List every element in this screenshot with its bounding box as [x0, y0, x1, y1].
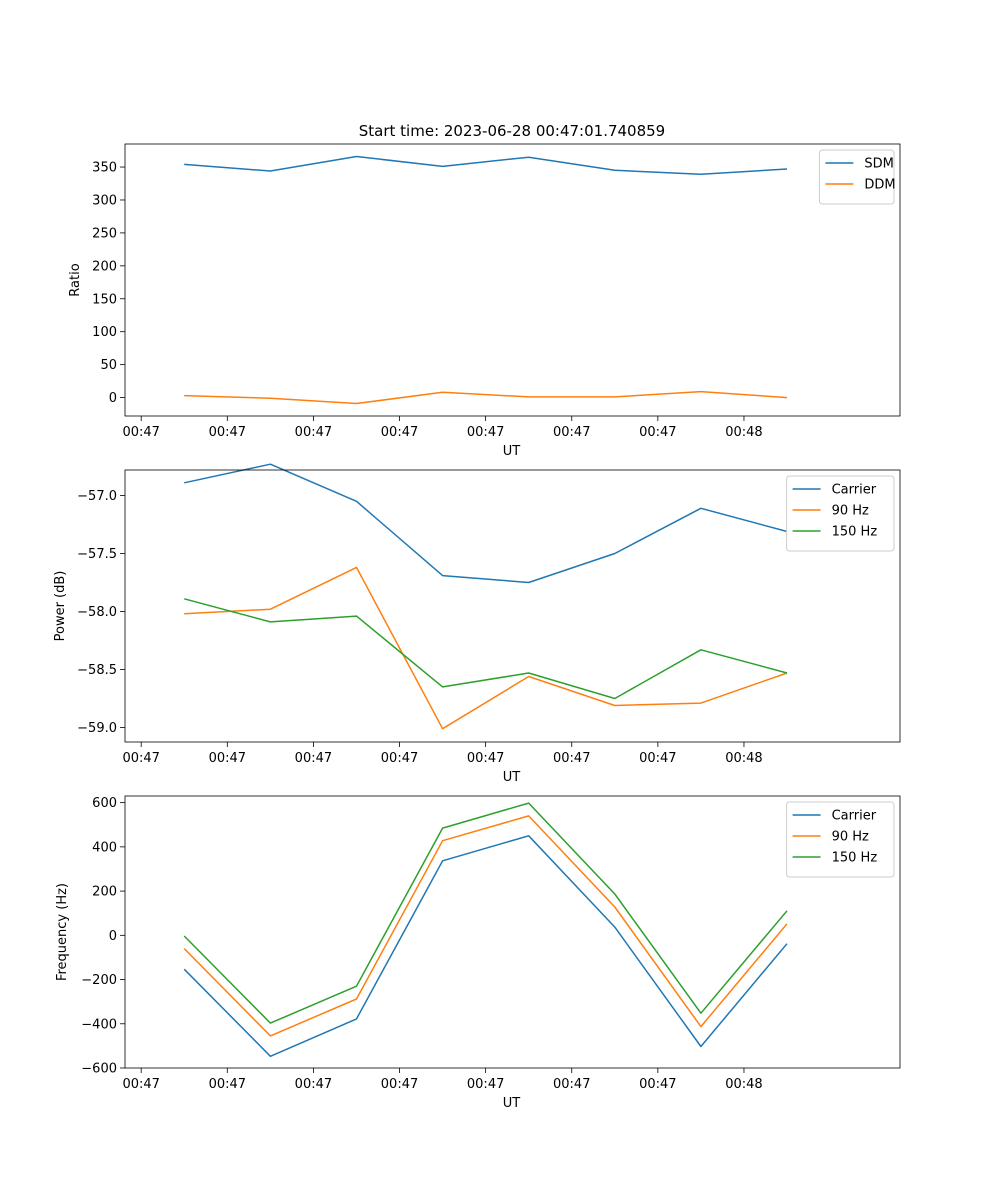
x-tick-label: 00:47 — [209, 425, 246, 440]
legend: Carrier 90 Hz 150 Hz — [786, 801, 895, 878]
series-line-150-hz — [183, 802, 788, 1024]
y-tick-label: −200 — [81, 973, 117, 988]
x-tick-label: 00:47 — [209, 1077, 246, 1092]
x-tick-label: 00:47 — [381, 425, 418, 440]
y-tick-label: 0 — [109, 391, 117, 406]
series-line-carrier — [183, 835, 788, 1058]
legend-label: 90 Hz — [832, 504, 869, 519]
x-tick-label: 00:47 — [553, 751, 590, 766]
y-tick-label: 400 — [92, 840, 117, 855]
x-axis-label: UT — [503, 770, 521, 785]
x-tick-label: 00:47 — [639, 1077, 676, 1092]
y-tick-label: 600 — [92, 796, 117, 811]
y-tick-label: 100 — [92, 325, 117, 340]
x-tick-label: 00:48 — [725, 751, 762, 766]
x-tick-label: 00:47 — [553, 425, 590, 440]
y-tick-label: 150 — [92, 292, 117, 307]
y-axis-label: Frequency (Hz) — [55, 883, 70, 981]
series-line-90-hz — [184, 566, 788, 730]
y-tick-label: 250 — [92, 226, 117, 241]
x-tick-label: 00:47 — [381, 1077, 418, 1092]
x-tick-label: 00:47 — [122, 751, 159, 766]
x-tick-label: 00:47 — [467, 1077, 504, 1092]
x-tick-label: 00:47 — [295, 751, 332, 766]
legend-label: SDM — [864, 157, 893, 172]
x-tick-label: 00:47 — [209, 751, 246, 766]
x-tick-label: 00:47 — [639, 751, 676, 766]
y-tick-label: 200 — [92, 885, 117, 900]
y-tick-label: 0 — [109, 929, 117, 944]
series-line-150-hz — [184, 598, 788, 700]
series-line-ddm — [184, 390, 788, 405]
y-tick-label: 300 — [92, 193, 117, 208]
series-line-sdm — [184, 155, 788, 176]
legend-box — [786, 475, 895, 552]
x-tick-label: 00:48 — [725, 425, 762, 440]
y-tick-label: −58.0 — [77, 605, 117, 620]
x-axis-label: UT — [503, 444, 521, 459]
legend-label: DDM — [864, 178, 895, 193]
y-tick-label: 350 — [92, 161, 117, 176]
x-axis-label: UT — [503, 1096, 521, 1111]
chart-panel-2: 00:47 00:47 00:47 00:47 00:47 00:47 00:47 00:48… — [53, 463, 901, 785]
x-tick-label: 00:47 — [295, 425, 332, 440]
y-tick-label: −400 — [81, 1017, 117, 1032]
y-axis-label: Ratio — [68, 263, 83, 296]
legend-label: 150 Hz — [832, 851, 878, 866]
plot-frame — [124, 143, 901, 417]
x-tick-label: 00:47 — [467, 425, 504, 440]
x-tick-label: 00:47 — [467, 751, 504, 766]
y-axis-label: Power (dB) — [53, 571, 68, 642]
legend: SDM DDM — [818, 149, 896, 205]
chart-panel-3: 00:47 00:47 00:47 00:47 00:47 00:47 00:47 00:48… — [55, 795, 901, 1111]
x-tick-label: 00:47 — [295, 1077, 332, 1092]
x-tick-label: 00:48 — [725, 1077, 762, 1092]
y-tick-label: 200 — [92, 259, 117, 274]
y-tick-label: −58.5 — [77, 663, 117, 678]
legend-box — [786, 801, 895, 878]
legend-label: 90 Hz — [832, 830, 869, 845]
y-tick-label: 50 — [100, 358, 117, 373]
x-tick-label: 00:47 — [381, 751, 418, 766]
legend-label: Carrier — [832, 483, 877, 498]
plot-frame — [124, 795, 901, 1069]
legend-label: 150 Hz — [832, 525, 878, 540]
y-tick-label: −57.0 — [77, 489, 117, 504]
y-tick-label: −600 — [81, 1062, 117, 1077]
series-line-90-hz — [183, 815, 788, 1037]
y-tick-label: −59.0 — [77, 721, 117, 736]
chart-panel-1: 00:47 00:47 00:47 00:47 00:47 00:47 00:47 00:48… — [68, 143, 901, 459]
x-tick-label: 00:47 — [639, 425, 676, 440]
plot-frame — [124, 469, 901, 743]
y-tick-label: −57.5 — [77, 547, 117, 562]
x-tick-label: 00:47 — [553, 1077, 590, 1092]
legend: Carrier 90 Hz 150 Hz — [786, 475, 895, 552]
legend-label: Carrier — [832, 809, 877, 824]
figure-title: Start time: 2023-06-28 00:47:01.740859 — [359, 122, 665, 140]
x-tick-label: 00:47 — [122, 425, 159, 440]
series-line-carrier — [184, 463, 788, 584]
x-tick-label: 00:47 — [122, 1077, 159, 1092]
